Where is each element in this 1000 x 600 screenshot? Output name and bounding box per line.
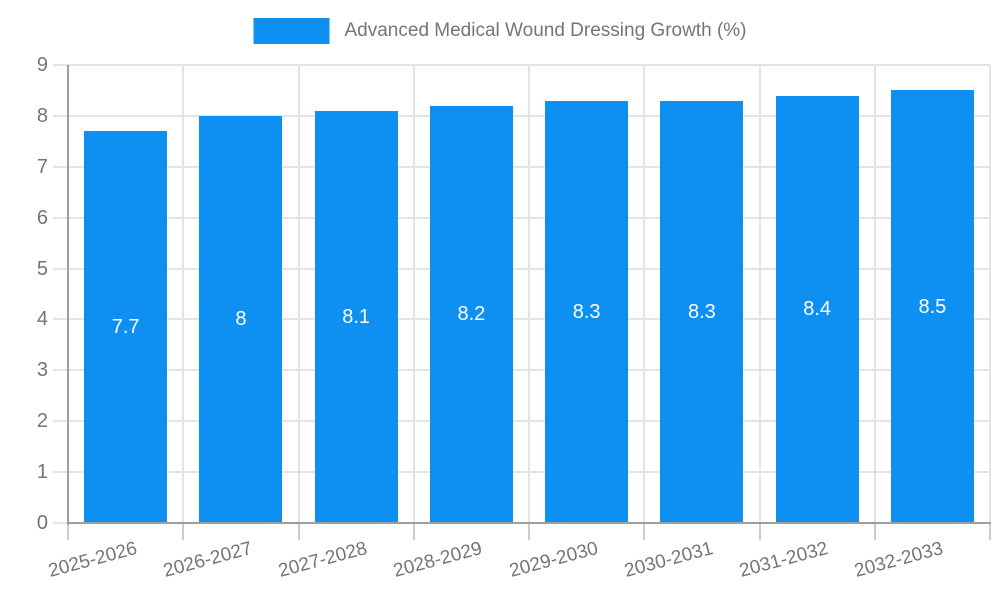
bar (429, 105, 513, 523)
gridline-vertical (873, 65, 876, 523)
gridline-vertical (412, 65, 415, 523)
x-axis-tick (67, 523, 69, 540)
y-tick-label: 6 (36, 206, 48, 229)
legend-label: Advanced Medical Wound Dressing Growth (… (344, 20, 747, 41)
gridline-vertical (528, 65, 530, 523)
x-tick-label: 2028-2029 (391, 538, 485, 582)
bar-value-label: 8.4 (803, 298, 832, 321)
legend-swatch (253, 18, 330, 44)
x-axis-tick (412, 523, 415, 540)
bar-value-label: 8.3 (687, 300, 716, 323)
gridline-vertical (297, 65, 300, 523)
y-axis-line (67, 65, 69, 525)
y-tick-label: 4 (36, 308, 48, 331)
gridline-horizontal (53, 318, 990, 321)
gridline-vertical (182, 65, 185, 523)
y-tick-label: 2 (36, 410, 48, 433)
bar (84, 131, 168, 523)
bar-value-label: 7.7 (111, 316, 140, 339)
y-tick-label: 5 (36, 257, 48, 280)
x-tick-label: 2025-2026 (45, 538, 140, 582)
x-tick-label: 2026-2027 (161, 538, 255, 582)
bar (199, 115, 283, 523)
y-tick-label: 1 (36, 461, 48, 484)
bar (890, 90, 974, 523)
gridline-horizontal (53, 471, 990, 474)
gridline-horizontal (53, 165, 990, 168)
y-tick-label: 3 (36, 359, 48, 382)
bar (660, 100, 744, 523)
x-tick-label: 2029-2030 (506, 538, 601, 582)
bar-value-label: 8.5 (918, 295, 947, 318)
gridline-horizontal (53, 64, 990, 66)
x-axis-line (67, 522, 991, 524)
bar-value-label: 8 (235, 308, 247, 331)
x-tick-label: 2031-2032 (737, 538, 831, 582)
x-axis-tick (297, 523, 300, 540)
bar-value-label: 8.2 (457, 303, 486, 326)
gridline-horizontal (53, 114, 990, 117)
legend[interactable]: Advanced Medical Wound Dressing Growth (… (253, 18, 747, 44)
x-axis-tick (182, 523, 185, 540)
gridline-horizontal (53, 420, 990, 423)
x-axis-tick (989, 523, 991, 540)
y-tick-label: 8 (36, 104, 48, 127)
x-tick-label: 2032-2033 (852, 538, 946, 582)
x-axis-tick (643, 523, 646, 540)
gridline-vertical (989, 65, 991, 523)
x-tick-label: 2027-2028 (276, 538, 370, 582)
bar (775, 95, 859, 523)
gridline-vertical (758, 65, 761, 523)
gridline-vertical (643, 65, 646, 523)
gridline-horizontal (53, 369, 990, 372)
bar (314, 110, 398, 523)
y-tick-label: 7 (36, 155, 48, 178)
bar-value-label: 8.3 (572, 300, 601, 323)
gridline-horizontal (53, 267, 990, 270)
bar-value-label: 8.1 (342, 305, 371, 328)
x-axis-tick (528, 523, 530, 540)
y-tick-label: 0 (36, 512, 48, 534)
x-axis-tick (873, 523, 876, 540)
bar (545, 100, 629, 523)
x-tick-label: 2030-2031 (622, 538, 716, 582)
x-axis-tick (758, 523, 761, 540)
y-tick-label: 9 (36, 54, 48, 76)
gridline-horizontal (53, 216, 990, 219)
